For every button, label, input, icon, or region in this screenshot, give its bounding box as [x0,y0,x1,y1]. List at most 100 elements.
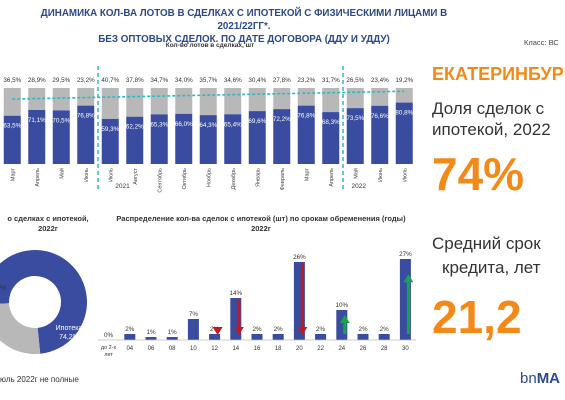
bottom-label-6: 65,3% [150,121,168,128]
bar-mortgage-0 [3,115,21,164]
term-value-label-10: 2% [316,326,326,333]
top-label-5: 37,8% [126,77,144,84]
bar-other-4 [101,88,119,119]
term-tick-3: 08 [169,346,176,352]
term-tick-2: 06 [148,346,155,352]
bar-other-14 [346,88,364,109]
logo-prefix: bn [520,370,537,387]
bottom-label-0: 63,5% [3,123,21,130]
slice-value-mortgage: 74,2% [59,334,79,341]
term-value-label-1: 2% [125,326,135,333]
top-label-8: 35,7% [199,77,217,84]
term-value-label-2: 1% [146,329,156,336]
mortgage-donut-chart: Ипотека 74,2%% [0,250,87,354]
trend-arrow-4-head [403,274,414,283]
bar-mortgage-1 [28,109,46,164]
share-label-line-2: ипотекой, 2022 [432,120,551,139]
bar-mortgage-10 [248,111,266,164]
top-label-13: 31,7% [322,77,340,84]
bar-mortgage-16 [395,102,413,164]
bar-other-3 [77,88,95,106]
bottom-label-14: 73,5% [346,115,364,122]
term-bar-9 [293,262,305,340]
bottom-label-8: 64,3% [199,122,217,129]
month-tick-12: Март [304,168,310,182]
dist-title-line-1: Распределение кол-ва сделок с ипотекой (… [116,214,406,223]
donut-chart-title: о сделках с ипотекой, 2022г [0,214,98,234]
bar-other-8 [199,88,217,116]
bar-mortgage-3 [77,105,95,164]
top-label-6: 34,7% [150,77,168,84]
bar-other-6 [150,88,168,115]
top-label-16: 19,2% [395,77,413,84]
term-bar-6 [230,298,242,340]
month-tick-0: Март [10,168,16,182]
bar-other-10 [248,88,266,112]
bottom-label-7: 66,0% [175,121,193,128]
trend-line [12,90,405,100]
title-line-2: БЕЗ ОПТОВЫХ СДЕЛОК. ПО ДАТЕ ДОГОВОРА (ДД… [98,34,390,45]
top-label-14: 26,5% [346,77,364,84]
top-label-9: 34,6% [224,77,242,84]
donut-title-line-2: 2022г [38,224,58,233]
term-bar-5 [209,334,221,340]
bar-other-1 [28,88,46,110]
donut-slice-0 [0,250,87,354]
term-value-label-14: 27% [399,251,412,258]
term-tick-6: 14 [232,346,239,352]
top-label-3: 23,2% [77,77,95,84]
bar-other-13 [322,88,340,113]
bar-other-12 [297,88,315,106]
top-label-2: 29,5% [52,77,70,84]
term-value-label-3: 1% [168,329,178,336]
lots-chart-title: Кол-во лотов в сделках, шт [165,42,255,49]
bottom-label-12: 76,8% [297,113,315,120]
term-tick-0-a: до 2-х [101,345,117,351]
term-bar-7 [251,334,263,340]
bottom-label-2: 70,5% [52,117,70,124]
term-bar-2 [145,337,157,340]
lots-share-chart-svg: 36,5% 63,5% Март 28,9% 71,1% Апрель 29,5% 70,5%… [3,66,414,193]
month-tick-2: Май [58,168,65,179]
month-tick-8: Ноябрь [206,168,212,187]
average-term-value: 21,2 [432,291,522,343]
lots-share-chart: 36,5% 63,5% Март 28,9% 71,1% Апрель 29,5% 70,5%… [0,42,420,194]
term-value-label-13: 2% [380,326,390,333]
term-distribution-title: Распределение кол-ва сделок с ипотекой (… [96,214,426,234]
top-label-15: 23,4% [371,77,389,84]
donut-slice-1 [0,303,41,354]
city-name: ЕКАТЕРИНБУРГ [432,64,565,84]
month-tick-5: Август [133,168,139,185]
month-tick-15: Июнь [378,168,384,182]
bottom-label-4: 59,3% [101,126,119,133]
bar-mortgage-15 [371,105,389,164]
bar-mortgage-12 [297,105,315,164]
month-tick-13: Апрель [329,168,335,187]
month-tick-4: Июль [108,168,114,182]
bar-other-0 [3,88,21,116]
bottom-label-1: 71,1% [28,117,46,124]
top-label-11: 27,8% [273,77,291,84]
term-value-label-4: 7% [189,311,199,318]
donut-title-line-1: о сделках с ипотекой, [7,214,89,223]
logo-suffix: MA [536,370,561,387]
term-label-line-1: Средний срок [432,234,541,253]
bar-other-5 [126,88,144,117]
bottom-label-15: 76,6% [371,113,389,120]
term-tick-13: 28 [381,346,388,352]
top-label-4: 40,7% [101,77,119,84]
bar-other-15 [371,88,389,106]
bar-mortgage-2 [52,110,70,164]
bottom-label-10: 69,6% [248,118,266,125]
term-bar-10 [315,334,327,340]
term-tick-1: 04 [126,346,133,352]
year-label-2021: 2021 [115,183,130,190]
term-bar-4 [187,319,199,340]
bottom-label-5: 62,2% [126,124,144,131]
term-label-line-2: кредита, лет [442,258,541,277]
bar-mortgage-13 [322,112,340,164]
term-bar-12 [357,334,369,340]
term-value-label-6: 14% [229,290,242,297]
top-label-0: 36,5% [3,77,21,84]
